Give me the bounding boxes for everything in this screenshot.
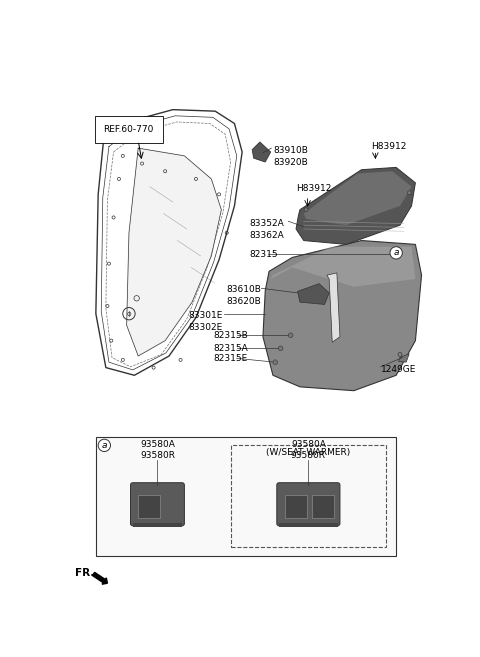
Polygon shape bbox=[327, 273, 340, 342]
Circle shape bbox=[304, 208, 308, 212]
Text: 1249GE: 1249GE bbox=[381, 365, 416, 374]
Circle shape bbox=[390, 246, 402, 259]
Circle shape bbox=[408, 191, 411, 194]
Text: 83910B
83920B: 83910B 83920B bbox=[273, 146, 308, 167]
Text: 83610B
83620B: 83610B 83620B bbox=[227, 285, 262, 306]
Bar bbox=[133, 523, 182, 528]
Text: 82315E: 82315E bbox=[214, 354, 248, 363]
Polygon shape bbox=[398, 353, 409, 362]
Circle shape bbox=[396, 248, 400, 252]
Text: a: a bbox=[394, 248, 399, 258]
Polygon shape bbox=[296, 168, 415, 244]
Polygon shape bbox=[298, 284, 329, 304]
Text: a: a bbox=[102, 441, 107, 450]
Bar bbox=[279, 523, 337, 528]
Text: ϕ: ϕ bbox=[127, 311, 131, 317]
Polygon shape bbox=[263, 240, 421, 391]
Text: 83301E
83302E: 83301E 83302E bbox=[188, 311, 223, 332]
Bar bbox=[138, 495, 160, 518]
FancyArrow shape bbox=[93, 572, 108, 584]
Circle shape bbox=[278, 346, 283, 351]
Bar bbox=[96, 437, 396, 556]
FancyBboxPatch shape bbox=[131, 483, 184, 526]
Text: FR.: FR. bbox=[75, 568, 95, 578]
Text: 93580A
93580R: 93580A 93580R bbox=[291, 440, 326, 460]
Circle shape bbox=[273, 360, 277, 365]
FancyBboxPatch shape bbox=[277, 483, 340, 526]
Bar bbox=[230, 445, 386, 547]
Bar bbox=[285, 495, 307, 518]
Bar bbox=[312, 495, 334, 518]
Polygon shape bbox=[127, 148, 221, 356]
Circle shape bbox=[288, 333, 293, 338]
Text: 82315: 82315 bbox=[250, 250, 278, 259]
Text: REF.60-770: REF.60-770 bbox=[104, 125, 154, 134]
Text: (W/SEAT WARMER): (W/SEAT WARMER) bbox=[266, 447, 350, 457]
Text: H83912: H83912 bbox=[296, 184, 331, 193]
Circle shape bbox=[98, 439, 110, 451]
Polygon shape bbox=[271, 246, 415, 286]
Polygon shape bbox=[304, 171, 411, 225]
Polygon shape bbox=[252, 142, 271, 162]
Text: 82315B: 82315B bbox=[214, 330, 249, 340]
Text: 82315A: 82315A bbox=[214, 344, 249, 353]
Text: H83912: H83912 bbox=[371, 142, 406, 151]
Text: 93580A
93580R: 93580A 93580R bbox=[140, 440, 175, 460]
Text: 83352A
83362A: 83352A 83362A bbox=[250, 219, 285, 240]
